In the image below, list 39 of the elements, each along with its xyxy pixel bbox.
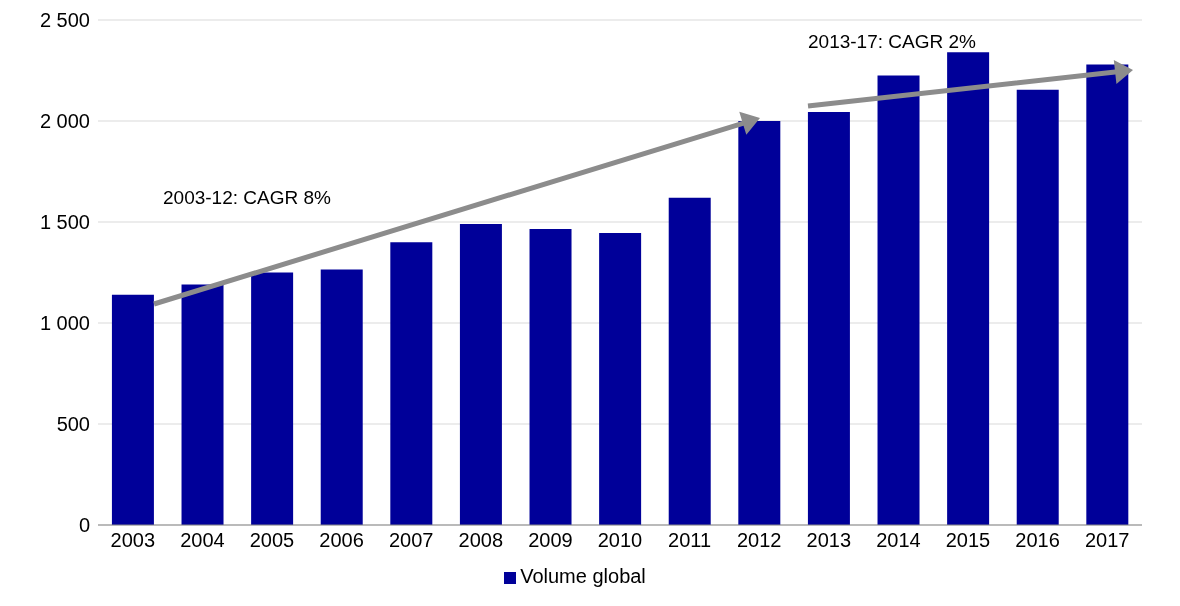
x-tick-label: 2005 bbox=[249, 529, 295, 552]
bar bbox=[111, 294, 154, 525]
x-tick-label: 2016 bbox=[1015, 529, 1060, 552]
bar bbox=[599, 233, 642, 525]
x-tick-label: 2017 bbox=[1084, 529, 1130, 552]
x-tick-label: 2009 bbox=[528, 529, 573, 552]
bar bbox=[459, 224, 502, 525]
x-tick-label: 2006 bbox=[319, 529, 364, 552]
annotation: 2003-12: CAGR 8% bbox=[163, 187, 332, 208]
x-tick-label: 2013 bbox=[806, 529, 852, 552]
bar bbox=[738, 121, 781, 525]
bar bbox=[181, 284, 224, 525]
y-tick-label: 1 500 bbox=[39, 211, 90, 234]
bar bbox=[320, 269, 363, 525]
y-tick-label: 1 000 bbox=[39, 312, 90, 335]
x-tick-label: 2004 bbox=[180, 529, 225, 552]
y-tick-label: 0 bbox=[78, 514, 90, 537]
annotation: 2013-17: CAGR 2% bbox=[808, 31, 977, 52]
bar bbox=[529, 229, 572, 525]
bar bbox=[807, 111, 850, 525]
x-tick-label: 2003 bbox=[110, 529, 156, 552]
x-tick-label: 2015 bbox=[945, 529, 991, 552]
bar bbox=[251, 272, 294, 525]
x-tick-label: 2012 bbox=[736, 529, 782, 552]
x-tick-label: 2010 bbox=[597, 529, 643, 552]
y-tick-label: 2 000 bbox=[39, 110, 90, 133]
bar bbox=[390, 242, 433, 525]
x-tick-label: 2008 bbox=[458, 529, 504, 552]
x-tick-label: 2011 bbox=[668, 529, 712, 552]
bar bbox=[877, 75, 920, 525]
bar bbox=[947, 52, 990, 525]
y-tick-label: 2 500 bbox=[39, 9, 90, 32]
bar bbox=[668, 197, 711, 525]
x-tick-label: 2007 bbox=[388, 529, 434, 552]
x-tick-label: 2014 bbox=[876, 529, 921, 552]
legend-label: Volume global bbox=[520, 565, 646, 587]
bar bbox=[1086, 64, 1129, 525]
y-tick-label: 500 bbox=[56, 413, 90, 436]
bar bbox=[1016, 89, 1059, 525]
